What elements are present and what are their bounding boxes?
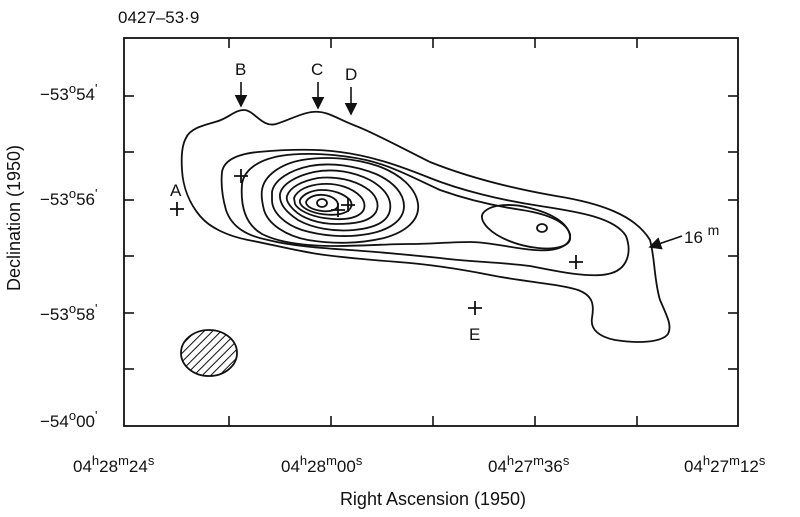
contour-2: [220, 148, 630, 277]
contour-5: [271, 163, 405, 237]
contour-level-annotation: 16 m: [648, 222, 719, 250]
x-tick-label-0: 04h28m24s: [73, 453, 155, 476]
beam-ellipse: [180, 329, 238, 377]
source-label-d: D: [345, 65, 357, 84]
x-tick-label-1: 04h28m00s: [281, 453, 363, 476]
contour-peak: [316, 198, 328, 208]
y-tick-label-2: −53o58': [40, 301, 97, 324]
source-label-e: E: [469, 325, 480, 344]
contour-7: [285, 176, 379, 225]
contour-9: [298, 189, 353, 216]
x-axis-tick-labels: 04h28m24s 04h28m00s 04h27m36s 04h27m12s: [73, 453, 766, 476]
contour-6: [279, 169, 392, 232]
contour-secondary-peak: [536, 223, 548, 233]
contour-level-text: 16: [684, 228, 703, 247]
source-arrows: [234, 82, 358, 116]
contour-4: [260, 157, 419, 244]
cross-b: [234, 169, 248, 183]
source-labels: A B C D E: [170, 60, 480, 344]
cross-c: [331, 203, 345, 217]
x-tick-label-3: 04h27m12s: [684, 453, 766, 476]
cross-f: [569, 255, 583, 269]
cross-d: [341, 198, 355, 212]
cross-e: [468, 301, 482, 315]
y-tick-label-3: −54o00': [40, 408, 97, 431]
source-label-a: A: [170, 181, 182, 200]
x-axis-label: Right Ascension (1950): [340, 489, 526, 509]
contour-outer: [180, 109, 671, 343]
figure-title: 0427–53·9: [118, 8, 199, 27]
contour-10: [305, 193, 339, 213]
contours: [180, 109, 671, 343]
contour-level-label: 16 m: [684, 222, 719, 247]
contour-secondary-outer: [481, 204, 571, 250]
plot-frame: [123, 37, 739, 427]
x-tick-label-2: 04h27m36s: [488, 453, 570, 476]
source-label-b: B: [235, 60, 246, 79]
contour-8: [293, 183, 366, 221]
y-axis-label: Declination (1950): [4, 145, 24, 291]
y-axis-tick-labels: −53o54' −53o56' −53o58' −54o00': [40, 81, 97, 431]
contour-level-unit: m: [708, 222, 720, 238]
y-tick-label-1: −53o56': [40, 186, 97, 209]
axis-ticks: [124, 38, 738, 426]
source-label-c: C: [311, 60, 323, 79]
y-tick-label-0: −53o54': [40, 81, 97, 104]
cross-a: [170, 202, 184, 216]
contour-level-arrow: [648, 235, 683, 250]
source-markers: [170, 169, 583, 315]
